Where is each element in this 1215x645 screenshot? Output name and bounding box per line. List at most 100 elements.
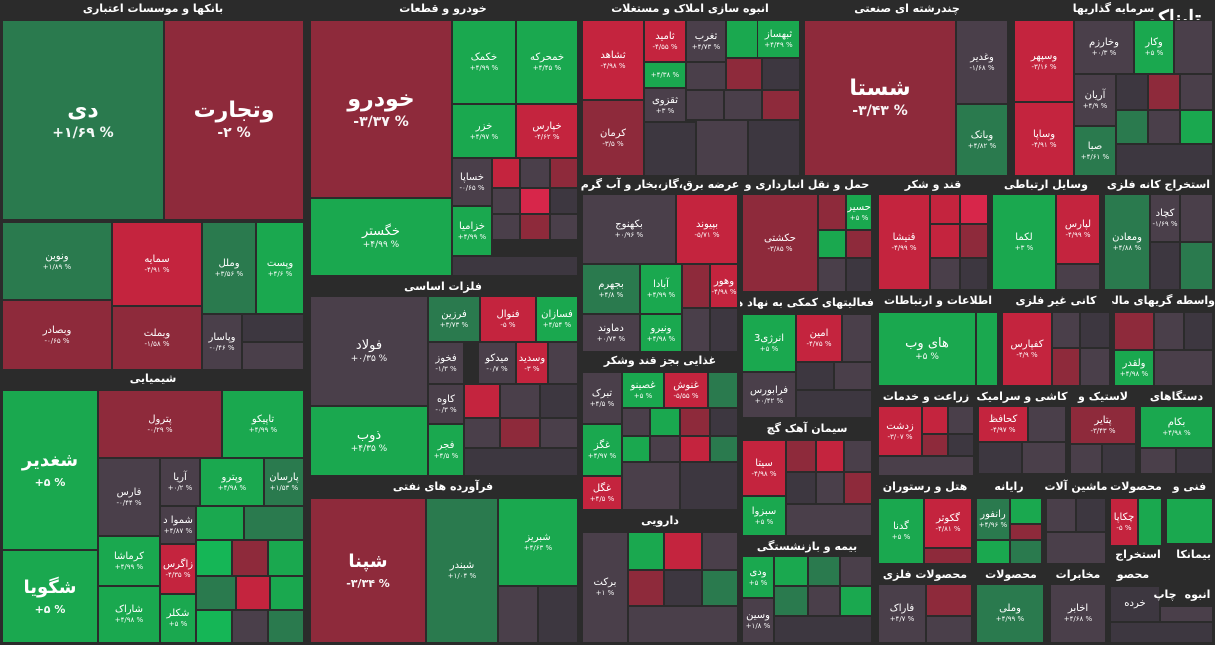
tile-small[interactable]: [710, 436, 738, 462]
tile-small[interactable]: [930, 194, 960, 224]
tile-small[interactable]: [818, 194, 846, 230]
tile-small[interactable]: [622, 462, 680, 510]
tile-small[interactable]: [818, 230, 846, 258]
tile-small[interactable]: [1180, 110, 1213, 144]
tile-khodro[interactable]: خودرو -۳/۳۷ %: [310, 20, 452, 198]
tile-small[interactable]: [268, 610, 304, 643]
tile-small[interactable]: [774, 616, 872, 643]
tile-small[interactable]: [1102, 444, 1136, 474]
tile-parsan[interactable]: پارسان +۱/۵۳ %: [264, 458, 304, 506]
tile-small[interactable]: [1046, 532, 1106, 564]
tile-vlaghdar[interactable]: ولقدر +۴/۹۸ %: [1114, 350, 1154, 386]
tile-hkashti[interactable]: حکشتی -۳/۸۵ %: [742, 194, 818, 292]
tile-small[interactable]: [774, 586, 808, 616]
tile-small[interactable]: [628, 532, 664, 570]
tile-small[interactable]: [796, 390, 872, 418]
tile-small[interactable]: [1080, 348, 1110, 386]
tile-small[interactable]: [242, 342, 304, 370]
tile-arian[interactable]: آریان +۴/۹ %: [1074, 74, 1116, 126]
tile-small[interactable]: [492, 188, 520, 214]
tile-small[interactable]: [686, 62, 726, 90]
tile-zagros[interactable]: زاگرس -۴/۳۵ %: [160, 544, 196, 594]
tile-small[interactable]: [924, 548, 972, 564]
tile-small[interactable]: [710, 308, 738, 352]
tile-small[interactable]: [1180, 194, 1213, 242]
tile-small[interactable]: [232, 610, 268, 643]
tile-small[interactable]: [680, 436, 710, 462]
tile-small[interactable]: [922, 406, 948, 434]
tile-small[interactable]: [196, 540, 232, 576]
tile-foolad[interactable]: فولاد +۰/۳۵ %: [310, 296, 428, 406]
tile-shmovad[interactable]: شموا د +۴/۸۷ %: [160, 506, 196, 544]
tile-hayweb[interactable]: های وب +۵ %: [878, 312, 976, 386]
tile-small[interactable]: [948, 434, 974, 456]
tile-chakapa[interactable]: چکاپا -۵ %: [1110, 498, 1138, 546]
tile-kgad[interactable]: کچاد -۱/۶۹ %: [1150, 194, 1180, 242]
tile-small[interactable]: [1154, 350, 1213, 386]
tile-small[interactable]: [540, 418, 578, 448]
tile-small[interactable]: [842, 314, 872, 362]
tile-small[interactable]: [242, 314, 304, 342]
tile-vpost[interactable]: وپست +۴/۶ %: [256, 222, 304, 314]
tile-small[interactable]: [196, 576, 236, 610]
tile-khegostar[interactable]: خگستر +۴/۹۹ %: [310, 198, 452, 276]
tile-small[interactable]: [844, 440, 872, 472]
tile-small[interactable]: [622, 408, 650, 436]
tile-bakam[interactable]: بکام +۴/۹۸ %: [1140, 406, 1213, 448]
tile-sbzva[interactable]: سبزوا +۵ %: [742, 496, 786, 536]
tile-fnval[interactable]: فنوال -۵ %: [480, 296, 536, 342]
tile-bpivand[interactable]: بپیوند -۵/۷۱ %: [676, 194, 738, 264]
tile-small[interactable]: [1154, 312, 1184, 350]
tile-bkahnooj[interactable]: بکهنوج +۰/۹۶ %: [582, 194, 676, 264]
tile-small[interactable]: [696, 120, 748, 176]
tile-barekat[interactable]: برکت +۱ %: [582, 532, 628, 643]
tile-small[interactable]: [930, 258, 960, 290]
tile-small[interactable]: [1140, 448, 1176, 474]
tile-small[interactable]: [1046, 498, 1076, 532]
tile-faraboors[interactable]: فرابورس +۰/۴۲ %: [742, 372, 796, 418]
tile-small[interactable]: [196, 506, 244, 540]
tile-vsepahr[interactable]: وسپهر -۳/۱۶ %: [1014, 20, 1074, 102]
tile-vniro[interactable]: ونیرو +۴/۹۸ %: [640, 314, 682, 352]
tile-thqazvin[interactable]: ثقزوی +۳ %: [644, 88, 686, 122]
tile-small[interactable]: [1022, 442, 1066, 474]
tile-vbank[interactable]: وبانک +۴/۸۲ %: [956, 104, 1008, 176]
tile-small[interactable]: [550, 158, 578, 188]
tile-small[interactable]: [840, 586, 872, 616]
tile-small[interactable]: [708, 372, 738, 408]
tile-sharak[interactable]: شاراک +۴/۹۸ %: [98, 586, 160, 643]
tile-ranfor[interactable]: رانفور +۴/۹۶ %: [976, 498, 1010, 540]
tile-vsader[interactable]: وبصادر -۰/۶۵ %: [2, 300, 112, 370]
tile-small[interactable]: [520, 188, 550, 214]
tile-kafaris[interactable]: کفپارس -۴/۹ %: [1002, 312, 1052, 386]
tile-small[interactable]: [1148, 74, 1180, 110]
tile-small[interactable]: [520, 214, 550, 240]
tile-small[interactable]: [680, 462, 738, 510]
tile-small[interactable]: [628, 606, 738, 643]
tile-small[interactable]: [976, 312, 998, 386]
tile-lpars[interactable]: لپارس -۴/۹۹ %: [1056, 194, 1100, 264]
tile-small[interactable]: [808, 556, 840, 586]
tile-small[interactable]: [664, 532, 702, 570]
tile-thbahsaz[interactable]: ثبهساز +۴/۴۹ %: [757, 20, 800, 58]
tile-small[interactable]: [1166, 498, 1213, 544]
tile-small[interactable]: [644, 122, 696, 176]
tile-small[interactable]: [1180, 74, 1213, 110]
tile-small[interactable]: [1080, 312, 1110, 348]
tile-small[interactable]: [1028, 406, 1066, 442]
tile-small[interactable]: [926, 584, 972, 616]
tile-small[interactable]: [710, 408, 738, 436]
tile-khakmak[interactable]: خکمک +۴/۹۹ %: [452, 20, 516, 104]
tile-small[interactable]: [1116, 110, 1148, 144]
tile-small[interactable]: [796, 362, 834, 390]
tile-dmavand[interactable]: دماوند +۰/۷۴ %: [582, 314, 640, 352]
tile-small[interactable]: [464, 448, 578, 476]
tile-vmellat[interactable]: وملل +۳/۵۶ %: [202, 222, 256, 314]
tile-vmelli[interactable]: وملی +۴/۹۹ %: [976, 584, 1044, 643]
tile-small[interactable]: [1174, 20, 1213, 74]
tile-small[interactable]: [816, 440, 844, 472]
tile-vbmellat[interactable]: وبملت -۱/۵۸ %: [112, 306, 202, 370]
tile-ghgaz[interactable]: غگز +۴/۹۷ %: [582, 424, 622, 476]
tile-small[interactable]: [1052, 348, 1080, 386]
tile-sita[interactable]: سیتا -۴/۹۸ %: [742, 440, 786, 496]
